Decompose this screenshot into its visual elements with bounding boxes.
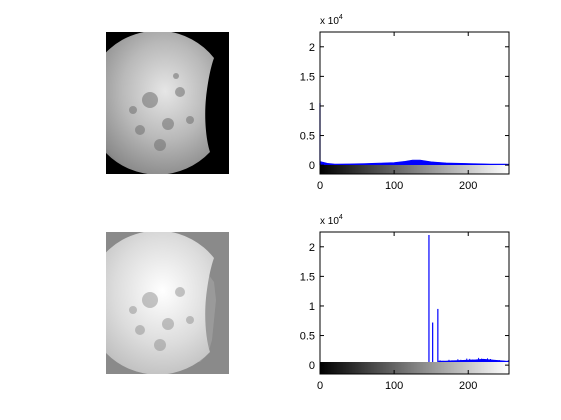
moon-image-equalized: [106, 232, 229, 374]
histogram-equalized-colorbar: [320, 362, 509, 374]
moon-image-original: [106, 32, 229, 174]
histogram-equalized-y-tick-label: 0: [309, 360, 315, 372]
histogram-original-y-tick-label: 1.5: [300, 71, 315, 83]
histogram-original-x-ticks: 0 100 200: [317, 32, 477, 192]
histogram-equalized-x-tick-label: 0: [317, 380, 323, 392]
histogram-original-y-tick-label: 0: [309, 160, 315, 172]
histogram-equalized-y-tick-label: 2: [309, 242, 315, 254]
histogram-original-colorbar: [320, 165, 509, 174]
moon-crescent-equalized: [106, 232, 214, 374]
histogram-original-frame: [319, 31, 510, 175]
histogram-equalized-frame: [319, 231, 510, 375]
histogram-original-plot-area: [320, 32, 509, 174]
histogram-equalized-x-tick-label: 200: [459, 380, 477, 392]
histogram-equalized-y-tick-label: 1: [309, 301, 315, 313]
histogram-equalized-y-tick-label: 1.5: [300, 271, 315, 283]
moon-craters-equalized: [129, 287, 194, 351]
histogram-equalized-y-ticks: 0 0.5 1 1.5 2: [300, 242, 509, 372]
moon-crescent-original: [106, 32, 214, 174]
histogram-equalized: 0 100 200 0 0.5 1 1.5 2 x 104: [300, 214, 510, 392]
histogram-equalized-x-ticks: 0 100 200: [317, 232, 477, 392]
histogram-original-y-tick-label: 2: [309, 42, 315, 54]
histogram-original-x-tick-label: 200: [459, 180, 477, 192]
histogram-original-y-tick-label: 1: [309, 101, 315, 113]
moon-craters-original: [129, 73, 194, 151]
histogram-original-y-multiplier: x 104: [320, 14, 343, 27]
histogram-original-x-tick-label: 0: [317, 180, 323, 192]
histogram-equalized-plot-area: [320, 232, 509, 374]
histogram-equalized-x-tick-label: 100: [385, 380, 403, 392]
histogram-original-y-ticks: 0 0.5 1 1.5 2: [300, 42, 509, 172]
histogram-original-y-tick-label: 0.5: [300, 131, 315, 143]
histogram-original-x-tick-label: 100: [385, 180, 403, 192]
histogram-equalized-y-multiplier: x 104: [320, 214, 343, 227]
histogram-equalized-y-tick-label: 0.5: [300, 331, 315, 343]
histogram-original-profile: [320, 159, 510, 166]
histogram-original: 0 100 200 0 0.5 1 1.5 2 x 104: [300, 14, 510, 192]
